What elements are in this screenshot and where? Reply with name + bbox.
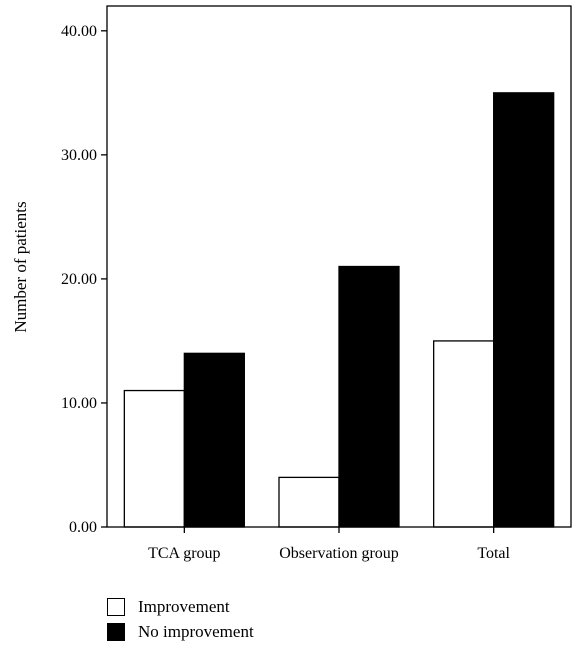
- y-tick-label: 10.00: [61, 395, 97, 412]
- y-tick-label: 0.00: [69, 519, 97, 536]
- x-tick-label: Total: [477, 545, 510, 562]
- y-axis-ticks: 0.00 10.00 20.00 30.00 40.00: [61, 23, 107, 536]
- y-axis-title: Number of patients: [11, 201, 30, 332]
- bar-improvement-total: [433, 340, 495, 528]
- x-tick-label: TCA group: [148, 545, 220, 562]
- legend-label-improvement: Improvement: [138, 596, 230, 616]
- y-tick-label: 20.00: [61, 271, 97, 288]
- x-axis-ticks: TCA group Observation group Total: [148, 527, 511, 562]
- bar-no-improvement-tca-group: [183, 352, 245, 528]
- legend-swatch-no-improvement: [107, 622, 125, 641]
- y-tick-label: 40.00: [61, 23, 97, 40]
- bars-layer: [123, 92, 555, 528]
- legend-swatch-improvement: [107, 597, 125, 616]
- legend-item-no-improvement: No improvement: [107, 619, 254, 644]
- y-tick-label: 30.00: [61, 147, 97, 164]
- plot-frame: [106, 5, 572, 528]
- x-tick-label: Observation group: [279, 545, 399, 562]
- bar-improvement-observation-group: [278, 476, 340, 528]
- legend-item-improvement: Improvement: [107, 594, 254, 619]
- bar-no-improvement-total: [493, 92, 555, 528]
- legend: Improvement No improvement: [107, 594, 254, 644]
- legend-label-no-improvement: No improvement: [138, 621, 254, 641]
- bar-no-improvement-observation-group: [338, 265, 400, 528]
- bar-improvement-tca-group: [123, 389, 185, 528]
